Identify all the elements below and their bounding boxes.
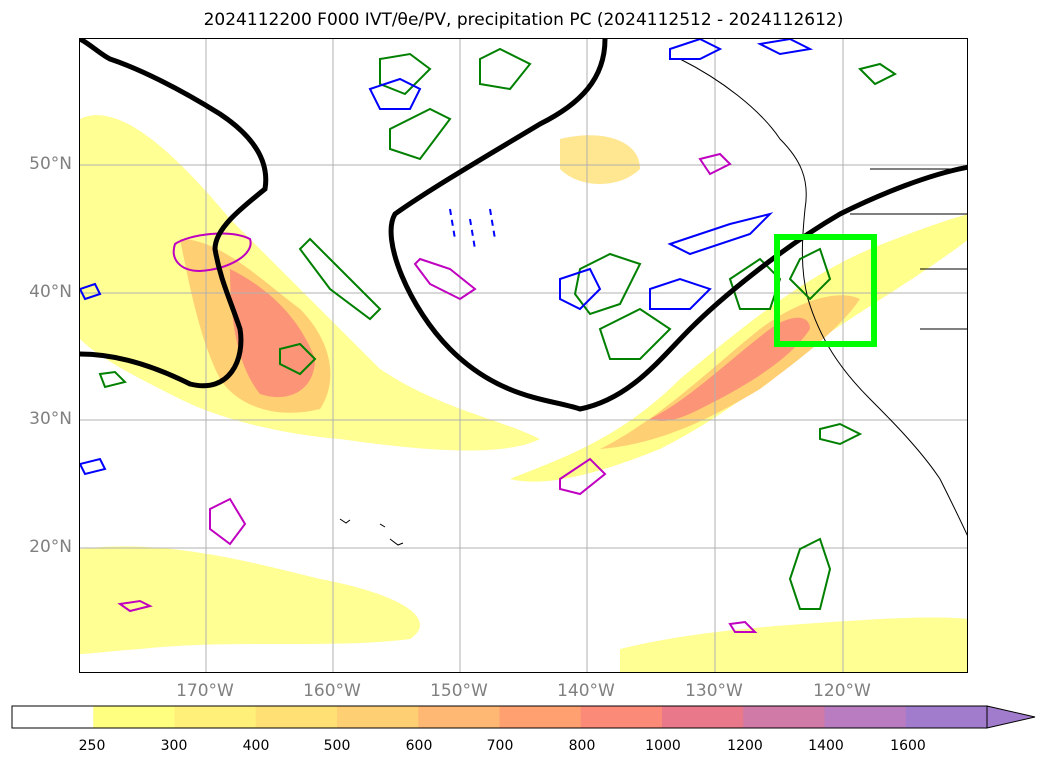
colorbar-segment [824, 706, 907, 728]
ivt-jet-line [80, 39, 967, 412]
colorbar-tick: 400 [242, 738, 270, 754]
grid-lines [80, 39, 967, 672]
colorbar-tick: 800 [568, 738, 596, 754]
colorbar-segment [255, 706, 338, 728]
map-panel [79, 38, 968, 673]
colorbar-segment [418, 706, 500, 728]
colorbar-tick: 250 [78, 738, 106, 754]
lat-label: 20°N [29, 537, 72, 557]
coastline [339, 58, 967, 546]
colorbar-segment [337, 706, 419, 728]
colorbar-tick: 1400 [808, 738, 844, 754]
lon-label: 160°W [303, 681, 361, 701]
lon-label: 120°W [813, 681, 871, 701]
lat-label: 40°N [29, 282, 72, 302]
colorbar-tick: 1600 [890, 738, 926, 754]
colorbar-tick: 600 [405, 738, 433, 754]
pv-contours-magenta [117, 152, 758, 633]
ivt-plume-west [80, 115, 540, 451]
colorbar-segment [499, 706, 582, 728]
lon-label: 170°W [176, 681, 234, 701]
colorbar-segment [174, 706, 257, 728]
theta-e-contours [98, 47, 897, 610]
lon-label: 140°W [557, 681, 615, 701]
colorbar-extend-arrow [986, 705, 1036, 729]
target-region-box [774, 234, 877, 347]
ivt-shading [80, 115, 967, 672]
colorbar-segment [12, 706, 94, 728]
lon-label: 150°W [430, 681, 488, 701]
lat-label: 30°N [29, 409, 72, 429]
colorbar-tick: 500 [323, 738, 351, 754]
colorbar-segment [743, 706, 825, 728]
colorbar-tick: 1200 [727, 738, 763, 754]
pv-contours-blue [80, 39, 814, 476]
lat-label: 50°N [29, 154, 72, 174]
colorbar-segment [580, 706, 663, 728]
colorbar-segment [662, 706, 744, 728]
ivt-band-south [80, 546, 420, 654]
map-canvas [80, 39, 967, 672]
colorbar-tick: 300 [160, 738, 188, 754]
colorbar-tick: 1000 [645, 738, 681, 754]
figure-title: 2024112200 F000 IVT/θe/PV, precipitation… [203, 10, 844, 30]
lon-label: 130°W [685, 681, 743, 701]
colorbar-segment [905, 706, 988, 728]
colorbar-segment [93, 706, 175, 728]
colorbar [11, 705, 1036, 729]
colorbar-tick: 700 [486, 738, 514, 754]
